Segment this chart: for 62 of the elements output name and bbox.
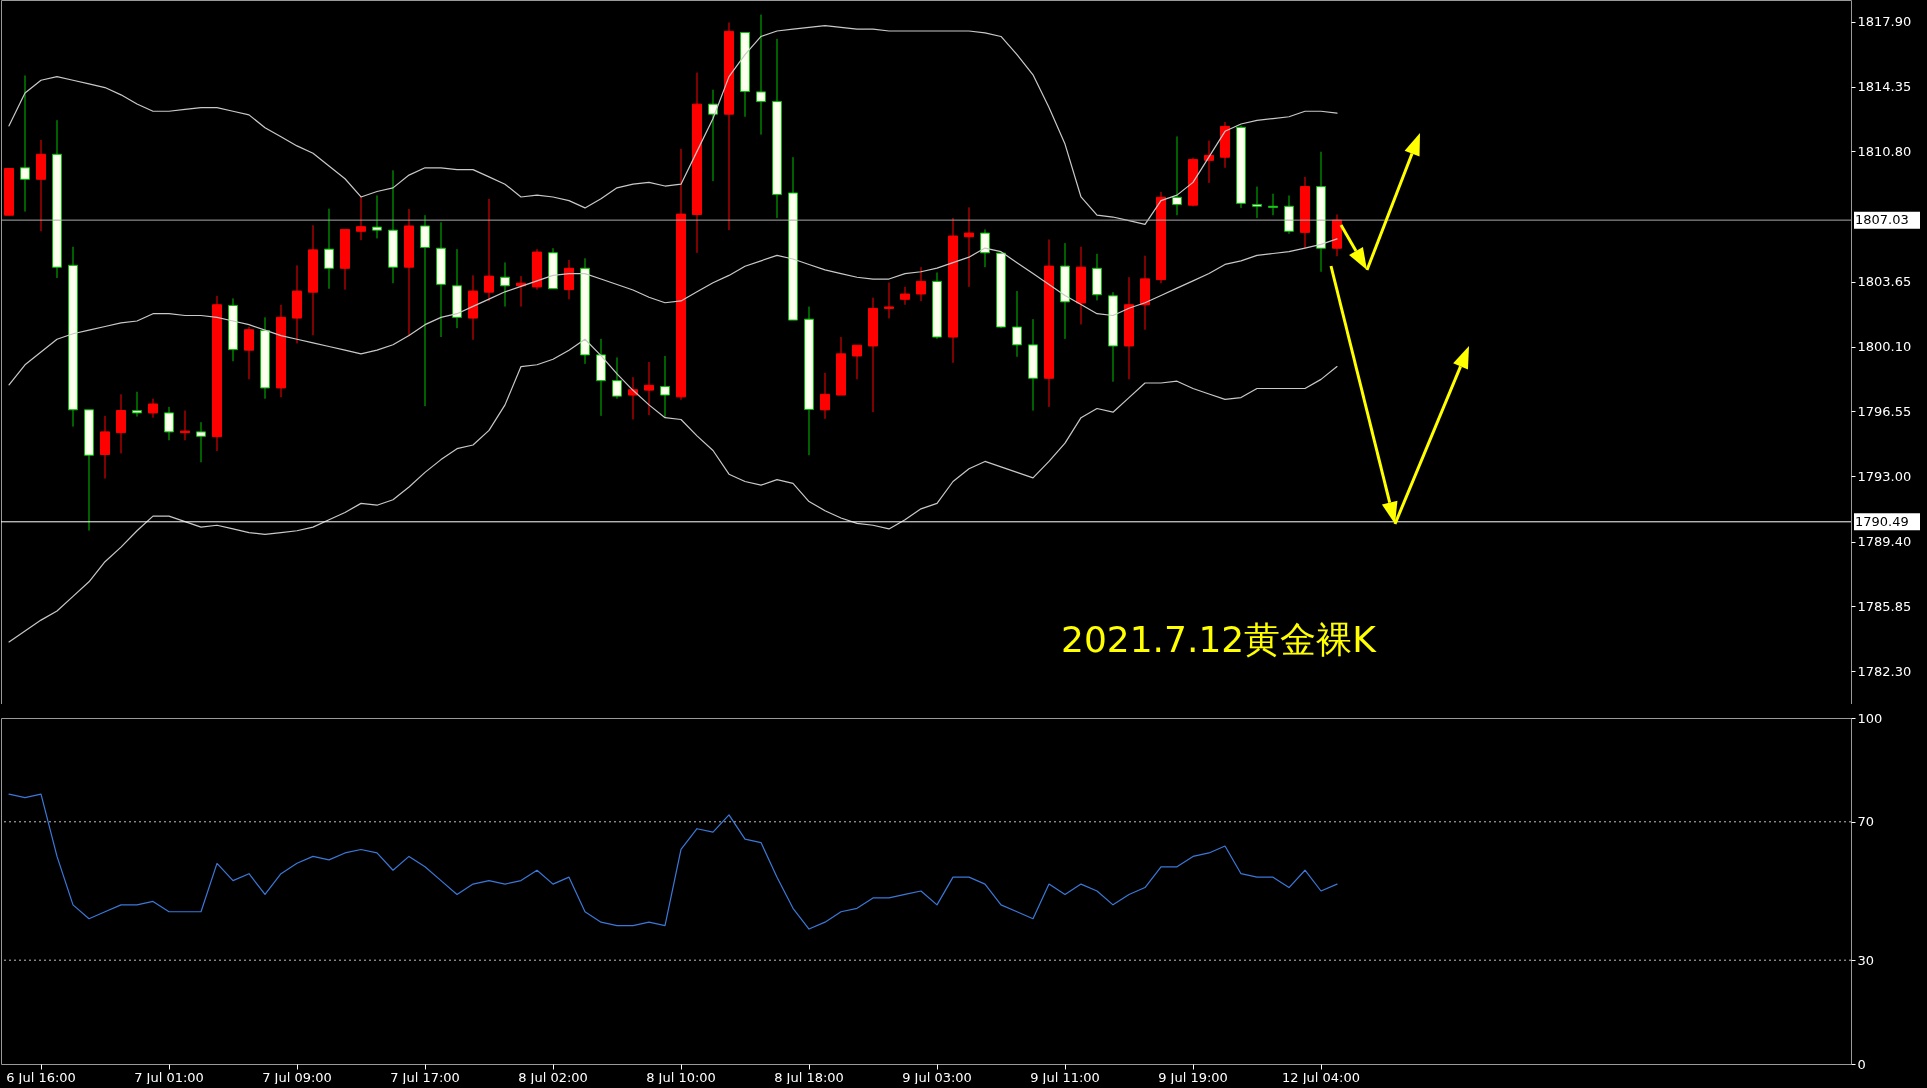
- y-tick-label: 1785.85: [1857, 598, 1912, 614]
- y-tick-label: 1789.40: [1857, 534, 1912, 550]
- candlestick: [884, 282, 894, 319]
- candlestick: [916, 266, 926, 302]
- candlestick: [132, 391, 142, 418]
- x-tick-label: 9 Jul 11:00: [1030, 1069, 1100, 1085]
- candlestick: [372, 195, 382, 239]
- x-tick-label: 6 Jul 16:00: [6, 1069, 76, 1085]
- y-tick-label: 1782.30: [1857, 663, 1912, 679]
- y-tick-label: 30: [1857, 952, 1875, 968]
- y-tick-label: 1817.90: [1857, 14, 1912, 30]
- candlestick: [964, 206, 974, 288]
- x-tick-label: 7 Jul 09:00: [262, 1069, 332, 1085]
- x-tick-label: 12 Jul 04:00: [1282, 1069, 1360, 1085]
- candlestick: [708, 89, 718, 182]
- candlestick: [628, 376, 638, 420]
- y-tick-label: 70: [1857, 814, 1875, 830]
- annotation: 2021.7.12黄金裸K: [1061, 618, 1378, 660]
- x-tick-label: 9 Jul 19:00: [1158, 1069, 1228, 1085]
- candlestick: [1268, 193, 1278, 216]
- ref-line-label: 1790.49: [1855, 513, 1909, 529]
- candlestick: [1172, 135, 1182, 216]
- candlestick: [420, 214, 430, 407]
- candlestick: [980, 228, 990, 268]
- candlestick: [1252, 186, 1262, 219]
- candlestick: [164, 406, 174, 441]
- y-tick-label: 1810.80: [1857, 143, 1912, 159]
- y-tick-label: 1814.35: [1857, 79, 1912, 95]
- candlestick: [564, 259, 574, 300]
- ref-line-label: 1807.03: [1855, 212, 1909, 228]
- line-series: [8, 793, 1338, 930]
- x-tick-label: 8 Jul 02:00: [518, 1069, 588, 1085]
- y-tick-label: 1803.65: [1857, 274, 1912, 290]
- candlestick: [756, 14, 766, 136]
- candlestick: [116, 393, 126, 454]
- y-tick-label: 100: [1857, 710, 1883, 726]
- line-series: [8, 24, 1338, 225]
- candlestick: [100, 415, 110, 480]
- y-tick-label: 1796.55: [1857, 403, 1912, 419]
- candlestick: [1012, 290, 1022, 358]
- x-tick-label: 9 Jul 03:00: [902, 1069, 972, 1085]
- candlestick: [196, 421, 206, 463]
- candlestick: [820, 372, 830, 420]
- candlestick: [500, 261, 510, 308]
- candlestick: [660, 355, 670, 419]
- y-tick-label: 1793.00: [1857, 468, 1912, 484]
- candlestick: [644, 361, 654, 416]
- x-tick-label: 7 Jul 17:00: [390, 1069, 460, 1085]
- candlestick: [324, 208, 334, 290]
- candlestick: [356, 196, 366, 241]
- candlestick: [852, 344, 862, 380]
- candlestick: [484, 198, 494, 302]
- x-tick-label: 8 Jul 18:00: [774, 1069, 844, 1085]
- candlestick: [612, 356, 622, 400]
- x-tick-label: 7 Jul 01:00: [134, 1069, 204, 1085]
- y-tick-label: 0: [1857, 1056, 1866, 1072]
- x-tick-label: 8 Jul 10:00: [646, 1069, 716, 1085]
- candlestick: [900, 286, 910, 306]
- candlestick: [148, 398, 158, 419]
- candlestick: [20, 75, 30, 213]
- candlestick: [244, 326, 254, 380]
- y-tick-label: 1800.10: [1857, 339, 1912, 355]
